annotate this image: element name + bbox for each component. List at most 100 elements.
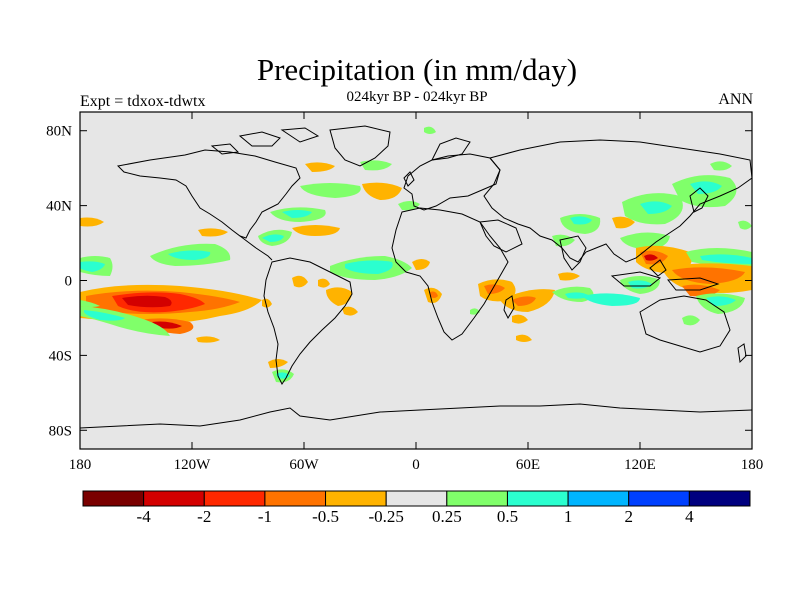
colorbar-swatch	[628, 490, 690, 507]
anomaly-patch	[570, 216, 592, 225]
anomaly-patch	[672, 267, 745, 284]
anomaly-patch	[80, 300, 100, 307]
coastline-arabia	[479, 219, 523, 253]
colorbar-label: 4	[685, 507, 694, 526]
colorbar-label: -2	[197, 507, 212, 526]
lon-tick-label: 120W	[174, 457, 212, 473]
colorbar-swatch	[506, 490, 569, 507]
lat-tick-label: 0	[65, 274, 73, 290]
anomaly-patch	[710, 161, 732, 171]
anomaly-patch	[198, 228, 228, 237]
colorbar-label: 2	[624, 507, 633, 526]
colorbar-swatch	[446, 490, 508, 507]
anomaly-patch	[342, 306, 358, 316]
coastline-africa	[391, 207, 509, 341]
anomaly-patch	[690, 181, 722, 194]
anomaly-patch	[345, 260, 393, 274]
anomaly-patch	[398, 201, 420, 211]
anomaly-patch	[122, 295, 172, 308]
anomaly-patch	[168, 250, 211, 260]
lon-tick-label: 0	[412, 457, 420, 473]
colorbar-label: -1	[257, 507, 272, 526]
anomaly-patch	[644, 254, 658, 261]
lat-tick-label: 80S	[49, 423, 72, 439]
anomaly-patch	[292, 275, 308, 288]
colorbar-label: 1	[563, 507, 573, 526]
season-label: ANN	[718, 91, 753, 108]
anomaly-patch	[80, 217, 104, 227]
colorbar-swatch	[688, 490, 751, 507]
coastline-north-america	[116, 149, 301, 239]
anomaly-patch	[700, 254, 752, 264]
coastline-british-isles	[403, 171, 415, 187]
coastline-new-zealand	[737, 343, 747, 364]
lon-tick-label: 180	[741, 457, 764, 473]
colorbar-swatch	[143, 490, 205, 507]
colorbar-swatch	[325, 490, 387, 507]
anomaly-patch	[640, 201, 672, 214]
anomaly-patch	[682, 284, 720, 297]
anomaly-patch	[360, 160, 392, 171]
lon-tick-label: 120E	[624, 457, 656, 473]
coastline-maritime-islands	[610, 259, 720, 291]
anomaly-patch	[282, 210, 312, 218]
anomaly-patch	[326, 287, 352, 306]
anomaly-patch	[512, 296, 536, 306]
anomaly-patch	[620, 232, 670, 250]
anomaly-patch	[262, 298, 272, 308]
anomaly-patch	[516, 334, 532, 342]
colorbar-labels: -4 -2 -1 -0.5 -0.25 0.25 0.5 1 2 4	[0, 507, 800, 531]
coastlines	[80, 125, 752, 429]
coastline-india	[559, 235, 587, 271]
lon-tick-label: 180	[69, 457, 92, 473]
anomaly-patch	[262, 234, 284, 242]
lat-tick-label: 80N	[46, 124, 72, 140]
coastline-asia	[483, 139, 752, 263]
anomaly-patch	[305, 162, 335, 172]
anomaly-patch	[512, 314, 528, 324]
lat-tick-label: 40S	[49, 348, 72, 364]
coastline-europe	[403, 153, 501, 211]
lon-tick-label: 60W	[289, 457, 319, 473]
experiment-label: Expt = tdxox-tdwtx	[80, 93, 206, 110]
anomaly-patch	[612, 216, 635, 229]
lon-tick-label: 60E	[516, 457, 540, 473]
anomaly-patch	[706, 296, 736, 306]
coastline-madagascar	[503, 295, 515, 320]
colorbar-label: -0.5	[312, 507, 339, 526]
coastline-arctic-islands	[210, 127, 320, 155]
anomaly-patch	[582, 293, 640, 306]
coastline-antarctica	[80, 403, 752, 429]
colorbar-swatch	[567, 490, 630, 507]
coastline-scandinavia	[431, 137, 471, 161]
colorbar-swatch	[385, 490, 448, 507]
anomaly-patch	[362, 182, 402, 200]
anomaly-patch	[300, 183, 361, 198]
longitude-axis: 180 120W 60W 0 60E 120E 180	[69, 112, 764, 473]
coastline-greenland	[329, 125, 391, 167]
anomaly-patch	[292, 225, 340, 236]
coastline-south-america	[263, 257, 353, 385]
anomaly-patch	[558, 272, 580, 281]
map-title: Precipitation (in mm/day)	[256, 52, 578, 87]
anomaly-patch	[682, 315, 700, 326]
anomaly-patch	[430, 291, 438, 298]
coastline-central-america	[239, 235, 273, 261]
anomaly-patch	[268, 359, 288, 368]
anomaly-patch	[318, 278, 330, 288]
lat-tick-label: 40N	[46, 199, 72, 215]
colorbar-label: 0.25	[431, 507, 462, 526]
anomaly-patch	[484, 284, 505, 294]
latitude-axis: 80N 40N 0 40S 80S	[46, 124, 752, 439]
anomaly-patch	[84, 310, 125, 321]
anomaly-patch	[80, 261, 105, 272]
precip-anomaly-fields	[80, 126, 752, 383]
anomaly-patch	[424, 126, 436, 134]
coastline-japan	[689, 187, 709, 213]
colorbar-label: 0.5	[496, 507, 519, 526]
anomaly-patch	[738, 220, 752, 230]
colorbar-swatch	[264, 490, 327, 507]
colorbar-swatch	[82, 490, 145, 507]
colorbar-swatch	[203, 490, 266, 507]
